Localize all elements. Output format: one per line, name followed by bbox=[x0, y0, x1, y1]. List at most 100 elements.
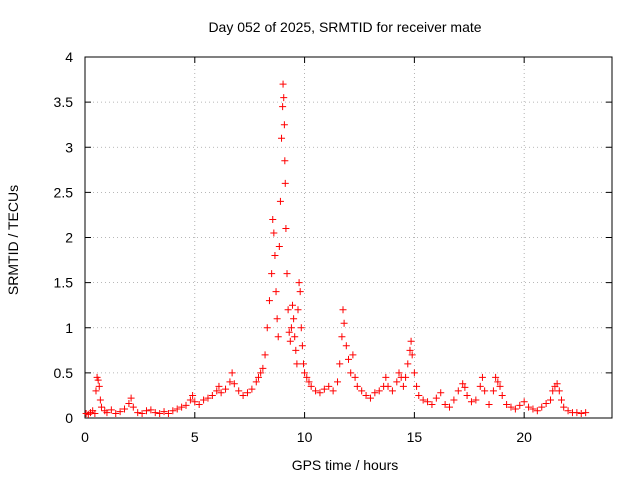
data-point bbox=[94, 376, 102, 384]
data-point bbox=[307, 382, 315, 390]
data-point bbox=[492, 373, 500, 381]
data-point bbox=[208, 391, 216, 399]
data-point bbox=[424, 398, 432, 406]
data-point bbox=[228, 369, 236, 377]
data-point bbox=[382, 373, 390, 381]
data-point bbox=[112, 409, 120, 417]
data-point bbox=[276, 197, 284, 205]
y-tick-label: 0 bbox=[65, 410, 73, 426]
data-point bbox=[299, 360, 307, 368]
data-point bbox=[459, 380, 467, 388]
y-tick-label: 0.5 bbox=[54, 365, 74, 381]
data-point bbox=[96, 396, 104, 404]
data-point bbox=[270, 229, 278, 237]
data-point bbox=[399, 382, 407, 390]
data-point bbox=[278, 134, 286, 142]
x-tick-label: 20 bbox=[516, 429, 532, 445]
data-point bbox=[410, 369, 418, 377]
data-point bbox=[384, 382, 392, 390]
data-point bbox=[553, 380, 561, 388]
y-tick-label: 3 bbox=[65, 139, 73, 155]
data-point bbox=[295, 279, 303, 287]
data-point bbox=[507, 403, 515, 411]
data-point bbox=[272, 288, 280, 296]
data-point bbox=[351, 373, 359, 381]
data-point bbox=[298, 342, 306, 350]
data-point bbox=[450, 396, 458, 404]
data-point bbox=[347, 369, 355, 377]
data-point bbox=[280, 94, 288, 102]
data-point bbox=[204, 394, 212, 402]
data-point bbox=[290, 315, 298, 323]
data-point bbox=[243, 389, 251, 397]
data-point bbox=[362, 391, 370, 399]
data-point bbox=[129, 403, 137, 411]
data-point bbox=[121, 405, 129, 413]
data-point bbox=[259, 364, 267, 372]
data-point bbox=[160, 408, 168, 416]
x-tick-label: 15 bbox=[407, 429, 423, 445]
y-tick-label: 2.5 bbox=[54, 184, 74, 200]
data-point bbox=[265, 297, 273, 305]
data-point bbox=[564, 407, 572, 415]
data-point bbox=[582, 409, 590, 417]
data-point bbox=[169, 407, 177, 415]
data-point bbox=[186, 396, 194, 404]
data-point bbox=[339, 306, 347, 314]
data-point bbox=[294, 306, 302, 314]
data-point bbox=[134, 409, 142, 417]
data-point bbox=[415, 391, 423, 399]
data-point bbox=[182, 401, 190, 409]
data-point bbox=[557, 396, 565, 404]
plot-frame bbox=[84, 56, 613, 419]
data-point bbox=[292, 346, 300, 354]
data-point bbox=[408, 351, 416, 359]
data-point bbox=[293, 360, 301, 368]
data-point bbox=[284, 306, 292, 314]
data-point bbox=[286, 337, 294, 345]
data-point bbox=[191, 398, 199, 406]
data-point bbox=[303, 373, 311, 381]
data-point bbox=[467, 398, 475, 406]
data-point bbox=[393, 378, 401, 386]
data-point bbox=[349, 351, 357, 359]
x-tick-label: 5 bbox=[191, 429, 199, 445]
data-point bbox=[542, 400, 550, 408]
data-point bbox=[476, 382, 484, 390]
data-point bbox=[296, 288, 304, 296]
data-point bbox=[200, 396, 208, 404]
data-point bbox=[103, 409, 111, 417]
data-point bbox=[407, 337, 415, 345]
data-point bbox=[97, 403, 105, 411]
data-point bbox=[269, 215, 277, 223]
data-point bbox=[252, 378, 260, 386]
data-point bbox=[178, 403, 186, 411]
data-point bbox=[222, 385, 230, 393]
data-point bbox=[516, 401, 524, 409]
data-point bbox=[305, 378, 313, 386]
data-point bbox=[533, 407, 541, 415]
data-point bbox=[116, 408, 124, 416]
data-point bbox=[147, 406, 155, 414]
data-point bbox=[189, 391, 197, 399]
data-point bbox=[291, 333, 299, 341]
data-point bbox=[334, 378, 342, 386]
y-tick-label: 3.5 bbox=[54, 94, 74, 110]
data-point bbox=[217, 389, 225, 397]
data-point bbox=[273, 315, 281, 323]
data-point bbox=[282, 224, 290, 232]
data-point bbox=[454, 387, 462, 395]
y-tick-label: 2 bbox=[65, 230, 73, 246]
data-point bbox=[503, 400, 511, 408]
x-tick-label: 10 bbox=[297, 429, 313, 445]
data-point bbox=[388, 387, 396, 395]
data-point bbox=[525, 403, 533, 411]
data-point bbox=[547, 396, 555, 404]
data-point bbox=[274, 333, 282, 341]
data-point bbox=[529, 405, 537, 413]
data-point bbox=[127, 394, 135, 402]
data-point bbox=[555, 387, 563, 395]
data-point bbox=[248, 385, 256, 393]
data-point bbox=[91, 409, 99, 417]
